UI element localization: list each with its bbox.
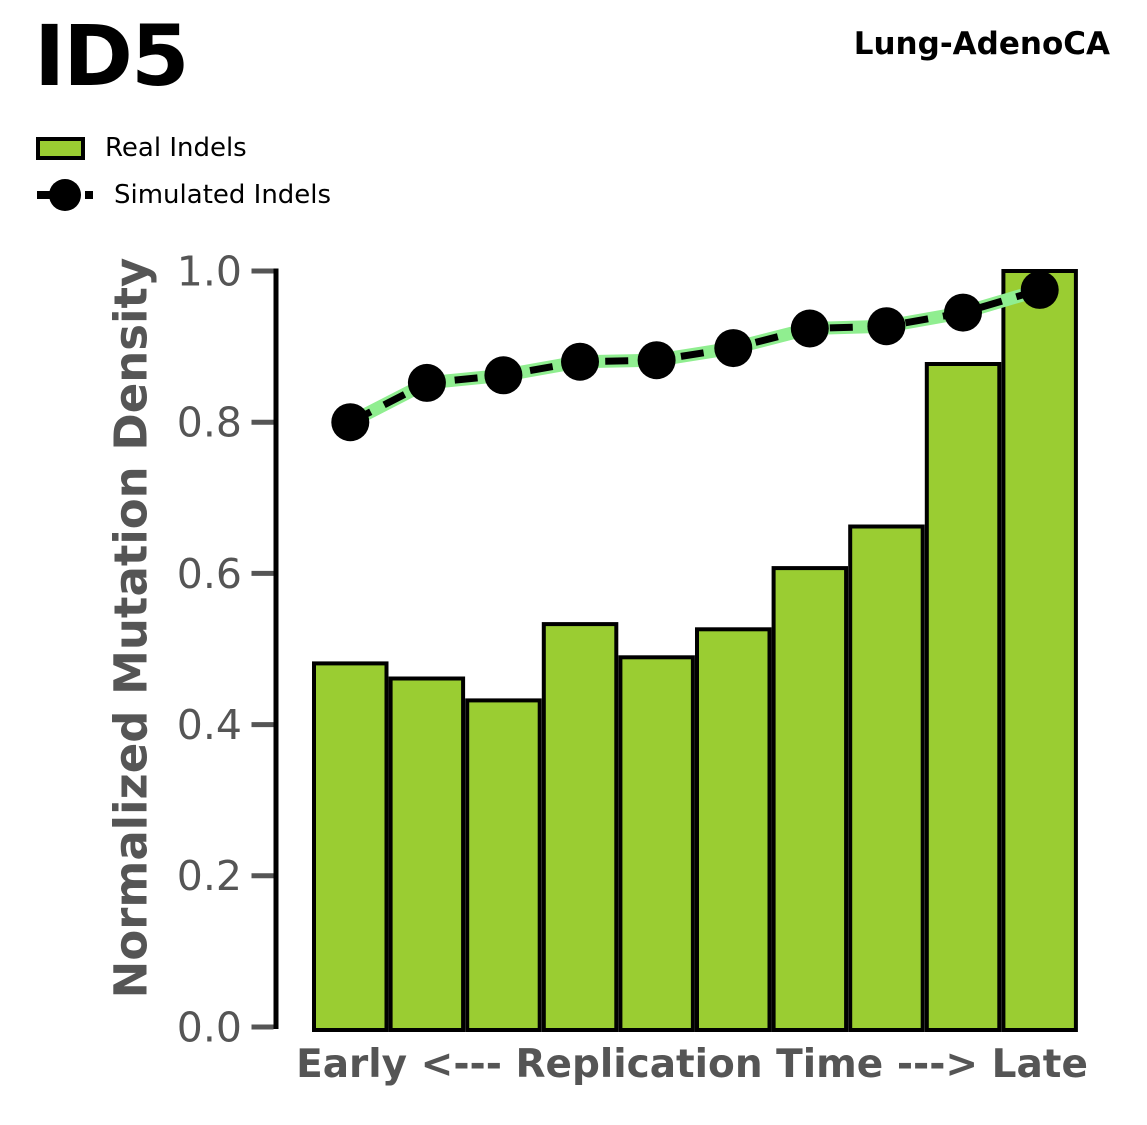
marker-simulated-indels-6 [714,329,753,368]
bar-real-indels-5 [618,655,695,1032]
bar-real-indels-3 [465,698,542,1033]
legend-label-simulated-indels: Simulated Indels [114,180,332,210]
bar-real-indels-6 [695,627,772,1032]
marker-simulated-indels-8 [867,307,906,346]
bar-real-indels-2 [388,676,466,1032]
bar-real-indels-10 [1001,269,1078,1032]
marker-simulated-indels-1 [331,403,370,442]
simulated-indels-dashed-line [348,286,1041,426]
marker-simulated-indels-5 [637,341,676,380]
bar-real-indels-8 [848,524,925,1032]
x-axis-title: Early <--- Replication Time ---> Late [296,1042,1088,1087]
dashed-line-marker-icon [37,179,93,211]
marker-simulated-indels-7 [790,309,829,348]
bar-real-indels-9 [924,362,1002,1032]
bar-swatch-icon [36,136,85,160]
legend-label-real-indels: Real Indels [105,133,247,163]
legend-item-simulated-indels: Simulated Indels [36,175,331,215]
figure-title: ID5 [34,7,189,105]
bar-real-indels-7 [771,566,849,1032]
y-tick-label: 0.4 [177,701,242,749]
cohort-label: Lung-AdenoCA [853,26,1110,62]
marker-simulated-indels-2 [407,363,446,402]
y-tick-label: 0.0 [177,1003,242,1051]
y-tick-label: 0.6 [177,550,242,598]
marker-simulated-indels-10 [1020,270,1059,309]
legend-item-real-indels: Real Indels [36,128,331,168]
y-tick-label: 0.8 [177,399,242,447]
y-tick-label: 1.0 [177,247,242,295]
y-tick-label: 0.2 [177,852,242,900]
bar-real-indels-4 [541,622,619,1032]
marker-simulated-indels-4 [561,342,599,381]
legend: Real Indels Simulated Indels [36,128,331,215]
marker-simulated-indels-3 [484,356,523,395]
bar-real-indels-1 [312,661,389,1033]
marker-simulated-indels-9 [944,293,982,332]
